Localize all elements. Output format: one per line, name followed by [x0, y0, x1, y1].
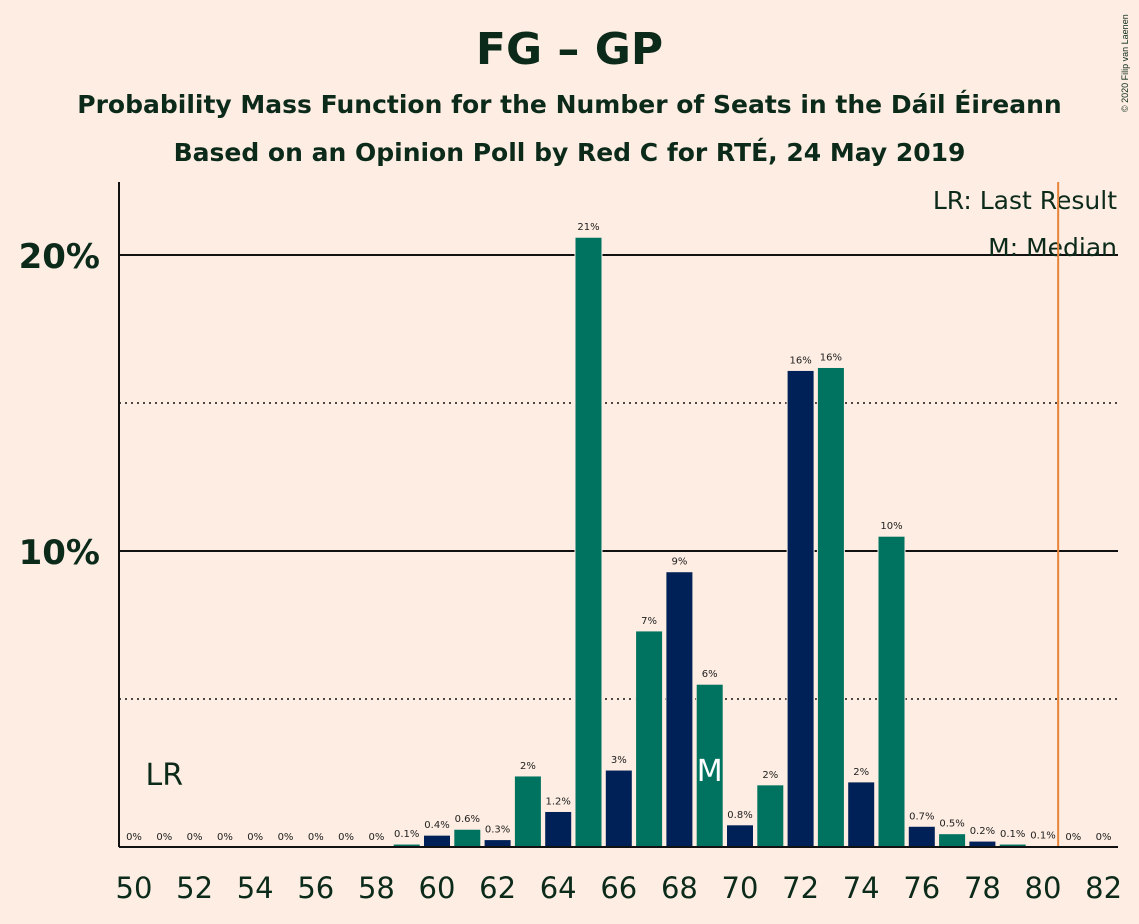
y-tick-label: 10%: [19, 533, 100, 573]
data-label-72: 16%: [789, 355, 811, 366]
last-result-marker: LR: [146, 758, 184, 793]
x-tick-label: 82: [1085, 871, 1122, 905]
data-label-62: 0.3%: [485, 825, 510, 836]
data-label-61: 0.6%: [455, 814, 480, 825]
x-tick-label: 72: [782, 871, 819, 905]
data-label-51: 0%: [156, 832, 172, 843]
x-tick-label: 62: [479, 871, 516, 905]
x-tick-label: 80: [1025, 871, 1062, 905]
data-label-50: 0%: [126, 832, 142, 843]
x-tick-label: 64: [540, 871, 577, 905]
data-label-56: 0%: [308, 832, 324, 843]
data-label-55: 0%: [278, 832, 294, 843]
bar-67: [635, 630, 664, 848]
x-tick-label: 70: [722, 871, 759, 905]
data-label-67: 7%: [641, 616, 657, 627]
legend-last-result: LR: Last Result: [933, 186, 1117, 215]
data-label-78: 0.2%: [970, 826, 995, 837]
x-tick-label: 52: [176, 871, 213, 905]
data-label-59: 0.1%: [394, 829, 419, 840]
bar-76: [907, 825, 936, 848]
data-label-73: 16%: [820, 352, 842, 363]
x-tick-label: 56: [297, 871, 334, 905]
x-tick-label: 50: [116, 871, 153, 905]
bar-70: [726, 824, 754, 848]
y-tick-label: 20%: [19, 237, 100, 277]
bar-74: [847, 781, 876, 848]
data-label-69: 6%: [702, 669, 718, 680]
bar-71: [756, 784, 785, 848]
legend-median: M: Median: [988, 233, 1117, 262]
data-label-54: 0%: [247, 832, 263, 843]
bar-62: [483, 839, 512, 848]
data-label-81: 0%: [1065, 832, 1081, 843]
bar-61: [453, 828, 482, 848]
data-label-58: 0%: [368, 832, 384, 843]
data-label-60: 0.4%: [424, 820, 449, 831]
bar-64: [544, 810, 573, 848]
data-label-71: 2%: [762, 770, 778, 781]
x-tick-label: 60: [419, 871, 456, 905]
data-label-63: 2%: [520, 761, 536, 772]
data-label-82: 0%: [1096, 832, 1112, 843]
x-tick-label: 68: [661, 871, 698, 905]
data-label-65: 21%: [577, 222, 599, 233]
bar-63: [513, 775, 542, 848]
data-label-70: 0.8%: [727, 810, 752, 821]
x-tick-label: 76: [903, 871, 940, 905]
data-label-79: 0.1%: [1000, 829, 1025, 840]
bar-60: [423, 834, 451, 848]
data-label-77: 0.5%: [939, 819, 964, 830]
data-label-57: 0%: [338, 832, 354, 843]
data-label-52: 0%: [187, 832, 203, 843]
bar-77: [938, 833, 967, 848]
data-label-64: 1.2%: [545, 796, 570, 807]
data-label-66: 3%: [611, 755, 627, 766]
bar-75: [877, 535, 906, 848]
bar-66: [604, 769, 633, 848]
x-tick-label: 74: [843, 871, 880, 905]
data-label-76: 0.7%: [909, 811, 934, 822]
data-label-68: 9%: [671, 557, 687, 568]
x-tick-label: 58: [358, 871, 395, 905]
chart-subtitle-2: Based on an Opinion Poll by Red C for RT…: [173, 138, 966, 167]
x-tick-label: 54: [237, 871, 274, 905]
bar-72: [786, 369, 815, 848]
data-label-80: 0.1%: [1030, 831, 1055, 842]
bar-68: [665, 571, 694, 848]
bar-73: [816, 366, 845, 848]
x-tick-label: 66: [600, 871, 637, 905]
x-tick-label: 78: [964, 871, 1001, 905]
chart-title: FG – GP: [475, 24, 664, 75]
data-label-53: 0%: [217, 832, 233, 843]
data-label-75: 10%: [880, 521, 902, 532]
bar-65: [574, 236, 603, 848]
median-marker: M: [697, 754, 723, 789]
data-label-74: 2%: [853, 767, 869, 778]
chart-subtitle: Probability Mass Function for the Number…: [77, 90, 1062, 119]
